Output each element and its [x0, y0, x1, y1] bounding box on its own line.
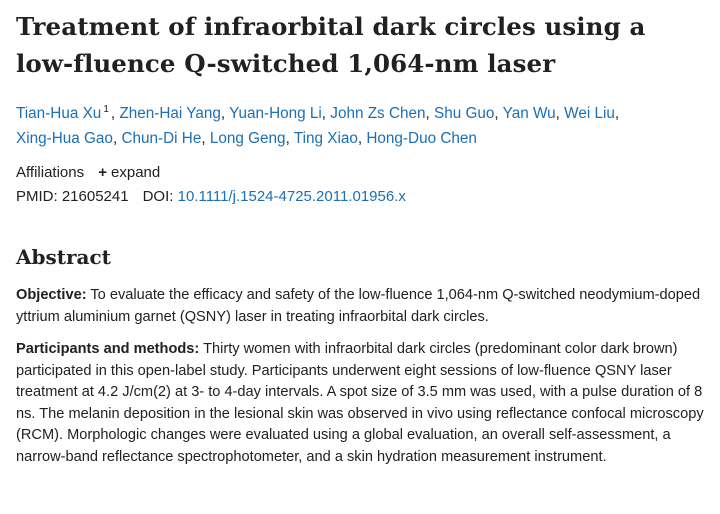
abstract-objective: Objective: To evaluate the efficacy and …	[16, 285, 716, 328]
plus-icon: +	[98, 164, 108, 181]
affiliation-marker[interactable]: 1	[103, 103, 109, 115]
pmid-value: 21605241	[61, 188, 129, 205]
author-link[interactable]: Chun-Di He	[121, 130, 202, 147]
author-link[interactable]: Long Geng	[209, 130, 286, 147]
abstract-participants-methods: Participants and methods: Thirty women w…	[16, 339, 716, 468]
objective-text: To evaluate the efficacy and safety of t…	[16, 287, 701, 325]
abstract-heading: Abstract	[16, 245, 111, 269]
author-link[interactable]: Zhen-Hai Yang	[119, 105, 221, 122]
author-link[interactable]: Wei Liu	[564, 105, 615, 122]
author-link[interactable]: Xing-Hua Gao	[16, 130, 113, 147]
author-link[interactable]: Yuan-Hong Li	[229, 105, 322, 122]
expand-label: expand	[111, 164, 161, 181]
participants-methods-text: Thirty women with infraorbital dark circ…	[16, 341, 704, 465]
doi-link[interactable]: 10.1111/j.1524-4725.2011.01956.x	[177, 188, 406, 205]
author-link[interactable]: Shu Guo	[434, 105, 495, 122]
article-title: Treatment of infraorbital dark circles u…	[16, 12, 646, 78]
author-link[interactable]: Ting Xiao	[293, 130, 358, 147]
article-page: Treatment of infraorbital dark circles u…	[16, 0, 716, 468]
objective-label: Objective:	[16, 287, 87, 303]
author-link[interactable]: Hong-Duo Chen	[366, 130, 477, 147]
expand-affiliations-button[interactable]: + expand	[98, 162, 160, 184]
author-link[interactable]: Tian-Hua Xu	[16, 105, 102, 122]
author-list: Tian-Hua Xu 1, Zhen-Hai Yang, Yuan-Hong L…	[16, 103, 620, 147]
doi-label: DOI:	[142, 188, 174, 205]
affiliations-row: Affiliations + expand	[16, 162, 716, 184]
author-link[interactable]: Yan Wu	[502, 105, 556, 122]
affiliations-label: Affiliations	[16, 164, 85, 181]
pmid-label: PMID:	[16, 188, 58, 205]
author-link[interactable]: John Zs Chen	[330, 105, 426, 122]
participants-methods-label: Participants and methods:	[16, 341, 200, 357]
identifiers-row: PMID: 21605241 DOI: 10.1111/j.1524-4725.2…	[16, 186, 716, 208]
